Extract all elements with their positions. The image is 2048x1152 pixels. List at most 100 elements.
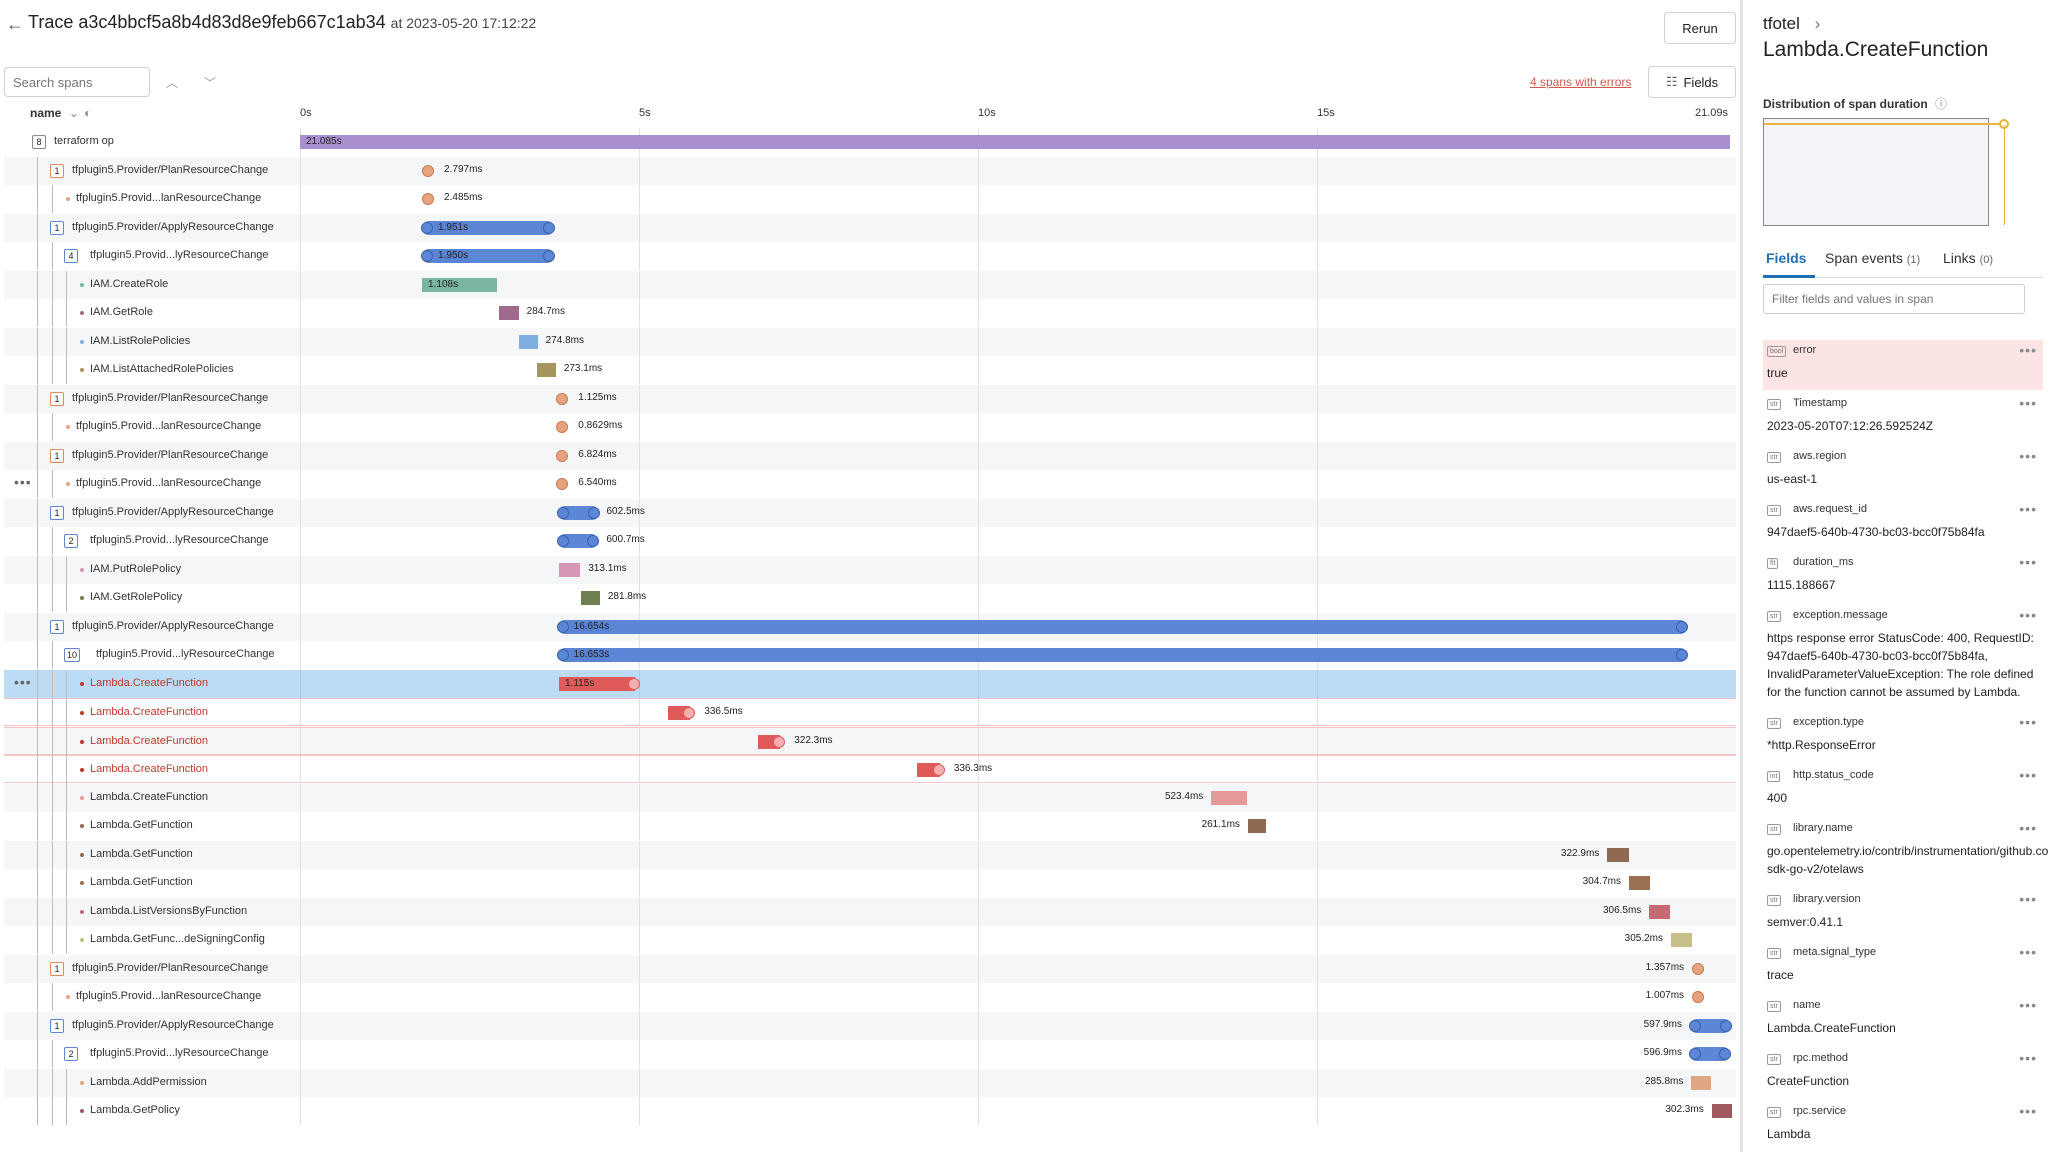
- field-more-icon[interactable]: •••: [2019, 342, 2037, 358]
- span-row[interactable]: tfplugin5.Provid...lanResourceChange 1.00…: [4, 983, 1736, 1011]
- span-row[interactable]: 1 tfplugin5.Provider/ApplyResourceChange 1…: [4, 612, 1736, 641]
- span-row[interactable]: 2 tfplugin5.Provid...lyResourceChange 600.…: [4, 527, 1736, 555]
- span-name[interactable]: tfplugin5.Provider/PlanResourceChange: [72, 448, 269, 461]
- child-count-badge[interactable]: 1: [50, 505, 64, 520]
- span-name[interactable]: tfplugin5.Provider/ApplyResourceChange: [72, 505, 274, 518]
- child-count-badge[interactable]: 2: [64, 534, 78, 548]
- field-row[interactable]: str rpc.service ••• Lambda: [1763, 1101, 2043, 1151]
- rerun-button[interactable]: Rerun: [1664, 12, 1736, 44]
- span-name[interactable]: tfplugin5.Provid...lyResourceChange: [90, 1047, 269, 1059]
- span-row[interactable]: 2 tfplugin5.Provid...lyResourceChange 596.…: [4, 1040, 1736, 1068]
- field-more-icon[interactable]: •••: [2019, 997, 2037, 1013]
- field-more-icon[interactable]: •••: [2019, 714, 2037, 730]
- span-row[interactable]: 1 tfplugin5.Provider/PlanResourceChange 1.…: [4, 954, 1736, 983]
- span-row[interactable]: ••• Lambda.CreateFunction 1.115s: [4, 669, 1736, 698]
- span-marker[interactable]: [556, 421, 569, 433]
- duration-distribution-chart[interactable]: [1763, 118, 2009, 226]
- span-name[interactable]: tfplugin5.Provider/ApplyResourceChange: [72, 619, 274, 632]
- span-name[interactable]: Lambda.GetFunction: [90, 819, 193, 831]
- span-row[interactable]: tfplugin5.Provid...lanResourceChange 0.86…: [4, 413, 1736, 441]
- span-row[interactable]: 4 tfplugin5.Provid...lyResourceChange 1.95…: [4, 242, 1736, 270]
- span-name[interactable]: IAM.ListRolePolicies: [90, 334, 191, 347]
- field-more-icon[interactable]: •••: [2019, 1103, 2037, 1119]
- field-more-icon[interactable]: •••: [2019, 448, 2037, 464]
- span-name[interactable]: tfplugin5.Provider/PlanResourceChange: [72, 961, 269, 974]
- column-settings-icon[interactable]: ◐: [84, 106, 92, 120]
- span-row[interactable]: Lambda.AddPermission 285.8ms: [4, 1068, 1736, 1097]
- span-row[interactable]: 1 tfplugin5.Provider/ApplyResourceChange 6…: [4, 498, 1736, 527]
- fields-button[interactable]: ☷ Fields: [1648, 66, 1736, 98]
- span-name[interactable]: Lambda.CreateFunction: [90, 790, 209, 803]
- span-name[interactable]: terraform op: [54, 135, 114, 147]
- span-marker[interactable]: [556, 478, 569, 490]
- child-count-badge[interactable]: 1: [50, 1018, 64, 1033]
- breadcrumb[interactable]: tfotel ›: [1763, 14, 1820, 34]
- search-spans-input[interactable]: [4, 67, 150, 97]
- span-name[interactable]: Lambda.CreateFunction: [90, 706, 209, 718]
- child-count-badge[interactable]: 1: [50, 448, 64, 463]
- span-row[interactable]: 8 terraform op 21.085s: [4, 128, 1736, 156]
- field-row[interactable]: str exception.message ••• https response er…: [1763, 605, 2043, 709]
- span-bar[interactable]: [1691, 1075, 1711, 1090]
- field-row[interactable]: str exception.type ••• *http.ResponseError: [1763, 712, 2043, 762]
- span-name[interactable]: Lambda.GetFunc...deSigningConfig: [90, 933, 265, 945]
- span-name[interactable]: Lambda.GetFunction: [90, 847, 193, 860]
- field-row[interactable]: int http.status_code ••• 400: [1763, 765, 2043, 815]
- filter-fields-input[interactable]: [1763, 284, 2025, 314]
- span-bar[interactable]: [1649, 904, 1671, 919]
- span-marker[interactable]: [1692, 962, 1705, 975]
- field-row[interactable]: str aws.request_id ••• 947daef5-640b-4730-b…: [1763, 499, 2043, 549]
- child-count-badge[interactable]: 4: [64, 249, 78, 263]
- field-row[interactable]: str rpc.method ••• CreateFunction: [1763, 1048, 2043, 1098]
- tab-links[interactable]: Links (0): [1943, 250, 1993, 266]
- span-name[interactable]: tfplugin5.Provid...lyResourceChange: [96, 648, 275, 660]
- field-row[interactable]: str Timestamp ••• 2023-05-20T07:12:26.59252…: [1763, 393, 2043, 443]
- span-row[interactable]: Lambda.GetFunc...deSigningConfig 305.2ms: [4, 926, 1736, 954]
- span-name[interactable]: IAM.PutRolePolicy: [90, 562, 182, 575]
- span-name[interactable]: Lambda.ListVersionsByFunction: [90, 904, 248, 917]
- field-more-icon[interactable]: •••: [2019, 395, 2037, 411]
- span-row[interactable]: 1 tfplugin5.Provider/PlanResourceChange 1.…: [4, 384, 1736, 413]
- chevron-down-icon[interactable]: ﹀: [204, 76, 217, 90]
- field-more-icon[interactable]: •••: [2019, 554, 2037, 570]
- child-count-badge[interactable]: 10: [64, 648, 81, 662]
- tab-fields[interactable]: Fields: [1766, 250, 1806, 266]
- span-name[interactable]: tfplugin5.Provider/PlanResourceChange: [72, 163, 269, 176]
- field-more-icon[interactable]: •••: [2019, 891, 2037, 907]
- child-count-badge[interactable]: 1: [50, 619, 64, 634]
- span-marker[interactable]: [556, 392, 569, 405]
- panel-divider[interactable]: [1740, 0, 1743, 1152]
- span-row[interactable]: IAM.CreateRole 1.108s: [4, 270, 1736, 299]
- span-row[interactable]: Lambda.CreateFunction 523.4ms: [4, 783, 1736, 812]
- span-marker[interactable]: [1692, 991, 1705, 1003]
- span-bar[interactable]: [1628, 876, 1650, 890]
- span-name[interactable]: tfplugin5.Provid...lyResourceChange: [90, 534, 269, 546]
- span-name[interactable]: Lambda.CreateFunction: [90, 676, 209, 689]
- span-row[interactable]: Lambda.GetFunction 261.1ms: [4, 812, 1736, 840]
- span-name[interactable]: tfplugin5.Provider/ApplyResourceChange: [72, 1018, 274, 1031]
- row-more-icon[interactable]: •••: [14, 673, 32, 690]
- span-name[interactable]: Lambda.GetPolicy: [90, 1104, 180, 1116]
- span-name[interactable]: tfplugin5.Provider/ApplyResourceChange: [72, 220, 274, 233]
- child-count-badge[interactable]: 8: [32, 135, 46, 149]
- child-count-badge[interactable]: 1: [50, 163, 64, 178]
- spans-with-errors-link[interactable]: 4 spans with errors: [1530, 75, 1632, 89]
- span-name[interactable]: tfplugin5.Provid...lanResourceChange: [76, 420, 262, 432]
- span-bar[interactable]: [1671, 933, 1692, 947]
- span-row[interactable]: IAM.ListRolePolicies 274.8ms: [4, 327, 1736, 356]
- field-row[interactable]: str library.version ••• semver:0.41.1: [1763, 889, 2043, 939]
- span-name[interactable]: IAM.GetRolePolicy: [90, 591, 183, 603]
- field-row[interactable]: flt duration_ms ••• 1115.188667: [1763, 552, 2043, 602]
- span-bar[interactable]: [499, 306, 519, 320]
- field-row[interactable]: str library.name ••• go.opentelemetry.io/co…: [1763, 818, 2048, 886]
- field-more-icon[interactable]: •••: [2019, 501, 2037, 517]
- span-row[interactable]: ••• tfplugin5.Provid...lanResourceChange 6…: [4, 470, 1736, 498]
- span-row[interactable]: Lambda.GetPolicy 302.3ms: [4, 1097, 1736, 1125]
- child-count-badge[interactable]: 1: [50, 961, 64, 976]
- tab-span-events[interactable]: Span events (1): [1825, 250, 1920, 266]
- span-bar[interactable]: [557, 619, 1687, 634]
- span-name[interactable]: IAM.CreateRole: [90, 277, 169, 290]
- span-marker[interactable]: [556, 449, 569, 462]
- span-name[interactable]: tfplugin5.Provid...lanResourceChange: [76, 990, 262, 1002]
- span-row[interactable]: Lambda.CreateFunction 336.5ms: [4, 698, 1736, 727]
